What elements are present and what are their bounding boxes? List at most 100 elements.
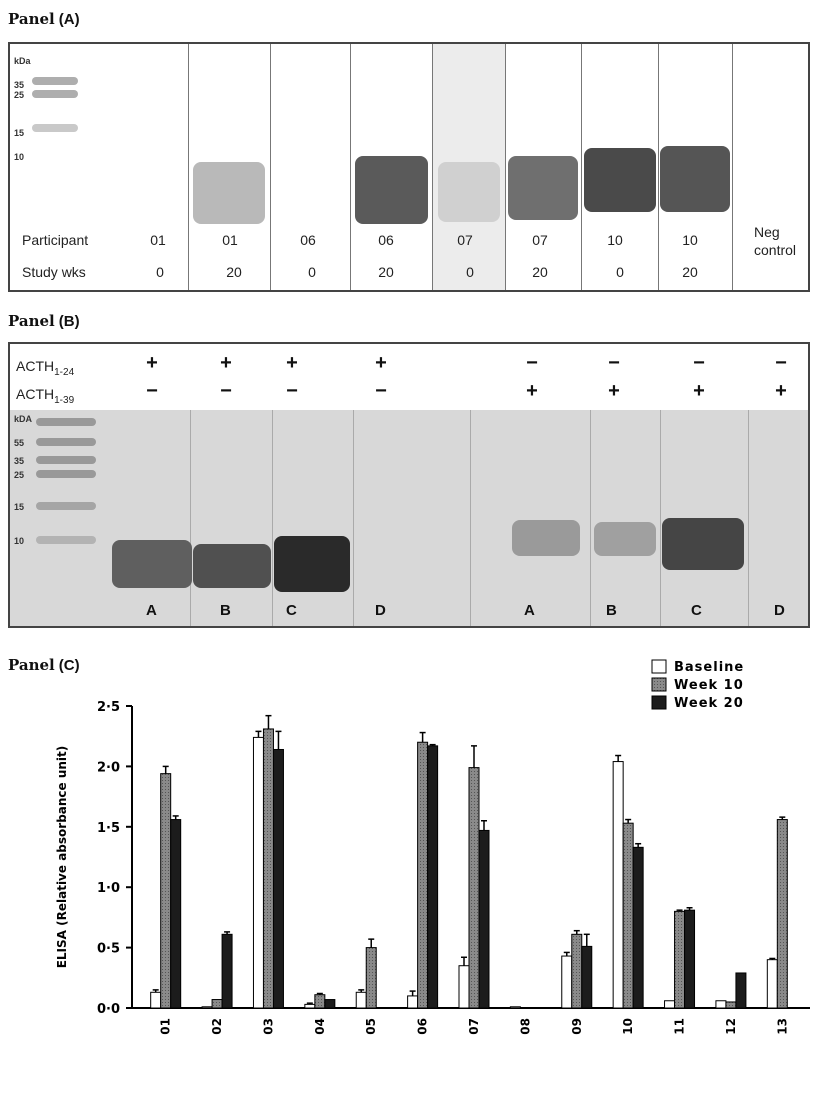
lane-divider [190,410,191,626]
elisa-bar-chart: 0·0 0·5 1·0 1·5 2·0 2·5 ELISA (Relative absorb… [55,659,810,1035]
row1-sign: + [220,352,232,374]
lane-label: A [146,602,157,619]
lane-divider [270,44,271,290]
row1-sign: + [286,352,298,374]
legend-label: Week 20 [674,696,744,711]
week-value: 0 [466,264,474,280]
lane-divider [470,410,471,626]
band [112,540,192,588]
band [594,522,656,556]
x-tick-label: 06 [416,1018,430,1035]
band [584,148,656,212]
row1-sign: − [608,352,620,374]
marker-15: 15 [14,128,25,138]
panel-b-title-word: Panel [8,312,55,330]
row2-sign: + [608,380,620,402]
row1-sign: − [775,352,787,374]
bar-week-10 [674,910,686,1009]
week-value: 0 [156,264,164,280]
bar-week-10 [262,728,274,1009]
row2-sign: − [146,380,158,402]
bar-week-20 [478,829,490,1009]
bar-baseline [252,736,264,1009]
kda-label: kDa [14,56,31,66]
bar-baseline [355,991,367,1009]
acth-1-39-label: ACTH1-39 [16,386,74,406]
ladder-band [36,418,96,426]
lane-divider [590,410,591,626]
bar-baseline [407,995,419,1009]
bar-week-20 [324,999,336,1009]
legend-swatch [651,677,667,692]
marker-35: 35 [14,80,25,90]
lane-divider [748,410,749,626]
bar-baseline [612,761,624,1009]
lane-label: B [606,602,617,619]
lane-label: B [220,602,231,619]
neg-control-label: Neg [754,224,780,240]
row2-sign: + [775,380,787,402]
week-value: 20 [532,264,548,280]
band [193,544,271,588]
band [508,156,578,220]
bar-week-10 [571,933,583,1009]
x-tick-label: 02 [210,1018,224,1035]
ladder-band [32,77,78,85]
participant-value: 01 [222,232,238,248]
acth-1-39-sub: 1-39 [54,394,75,406]
y-tick-label: 1·5 [97,821,120,836]
bar-week-20 [735,972,747,1009]
bar-baseline [201,1006,213,1009]
panel-c-title-word: Panel [8,656,55,674]
y-tick-label: 0·0 [97,1002,120,1017]
x-tick-label: 08 [518,1018,532,1035]
x-tick-label: 05 [364,1018,378,1035]
week-value: 20 [226,264,242,280]
row1-sign: + [146,352,158,374]
week-value: 0 [616,264,624,280]
lane-label: A [524,602,535,619]
legend-swatch [651,659,667,674]
x-tick-label: 07 [467,1018,481,1035]
panel-b-title-letter: (B) [58,313,80,330]
bar-week-10 [160,773,172,1009]
lane-divider [732,44,733,290]
row2-sign: − [220,380,232,402]
x-tick-label: 12 [724,1018,738,1035]
row2-sign: − [375,380,387,402]
band [193,162,265,224]
marker-55: 55 [14,438,25,448]
bar-week-20 [221,933,233,1009]
bar-week-10 [365,947,377,1009]
marker-25: 25 [14,470,25,480]
row1-sign: − [693,352,705,374]
lane-divider [272,410,273,626]
bar-week-10 [622,822,634,1009]
band [355,156,428,224]
participant-value: 10 [607,232,623,248]
x-tick-label: 11 [673,1018,687,1035]
lane-divider [350,44,351,290]
ladder-band [36,502,96,510]
bar-baseline [561,955,573,1009]
marker-35: 35 [14,456,25,466]
panel-c-title: Panel (C) [8,656,80,674]
bar-baseline [715,1000,727,1009]
neg-control-label: control [754,242,797,258]
acth-1-39-text: ACTH [16,386,55,402]
lane-divider [188,44,189,290]
panel-a-title-letter: (A) [58,11,80,28]
bar-week-10 [314,994,326,1009]
ladder-band [36,470,96,478]
ladder-band [32,124,78,132]
lane-label: C [286,602,297,619]
panel-a-title-word: Panel [8,10,55,28]
band [662,518,744,570]
bar-week-20 [684,909,696,1009]
participant-row-label: Participant [22,232,89,248]
x-tick-label: 04 [313,1018,327,1035]
bar-baseline [766,959,778,1009]
ladder-band [36,536,96,544]
panel-b-blot: ACTH1-24 ACTH1-39 + + + + − − − − − − − … [8,342,810,628]
y-tick-label: 0·5 [97,942,120,957]
